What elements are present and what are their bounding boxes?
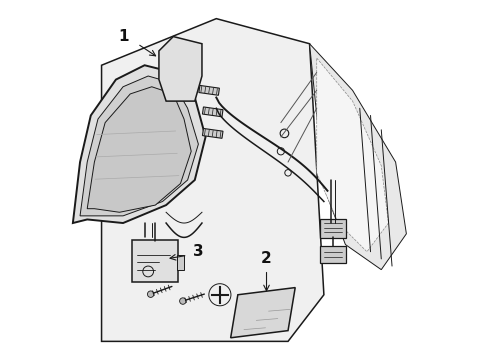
Polygon shape [159,37,202,101]
Polygon shape [202,107,223,117]
Polygon shape [87,87,191,212]
FancyBboxPatch shape [132,239,178,282]
Polygon shape [199,85,220,95]
FancyBboxPatch shape [176,255,184,270]
Text: 1: 1 [118,29,128,44]
Circle shape [180,298,186,304]
Circle shape [147,291,154,297]
Text: 3: 3 [193,244,204,259]
Polygon shape [317,58,389,252]
Polygon shape [80,76,198,216]
FancyBboxPatch shape [319,246,346,263]
Polygon shape [73,65,205,223]
Polygon shape [202,129,223,138]
Text: 2: 2 [261,251,272,266]
Polygon shape [231,288,295,338]
Polygon shape [101,19,324,341]
Polygon shape [310,44,406,270]
FancyBboxPatch shape [319,219,346,238]
